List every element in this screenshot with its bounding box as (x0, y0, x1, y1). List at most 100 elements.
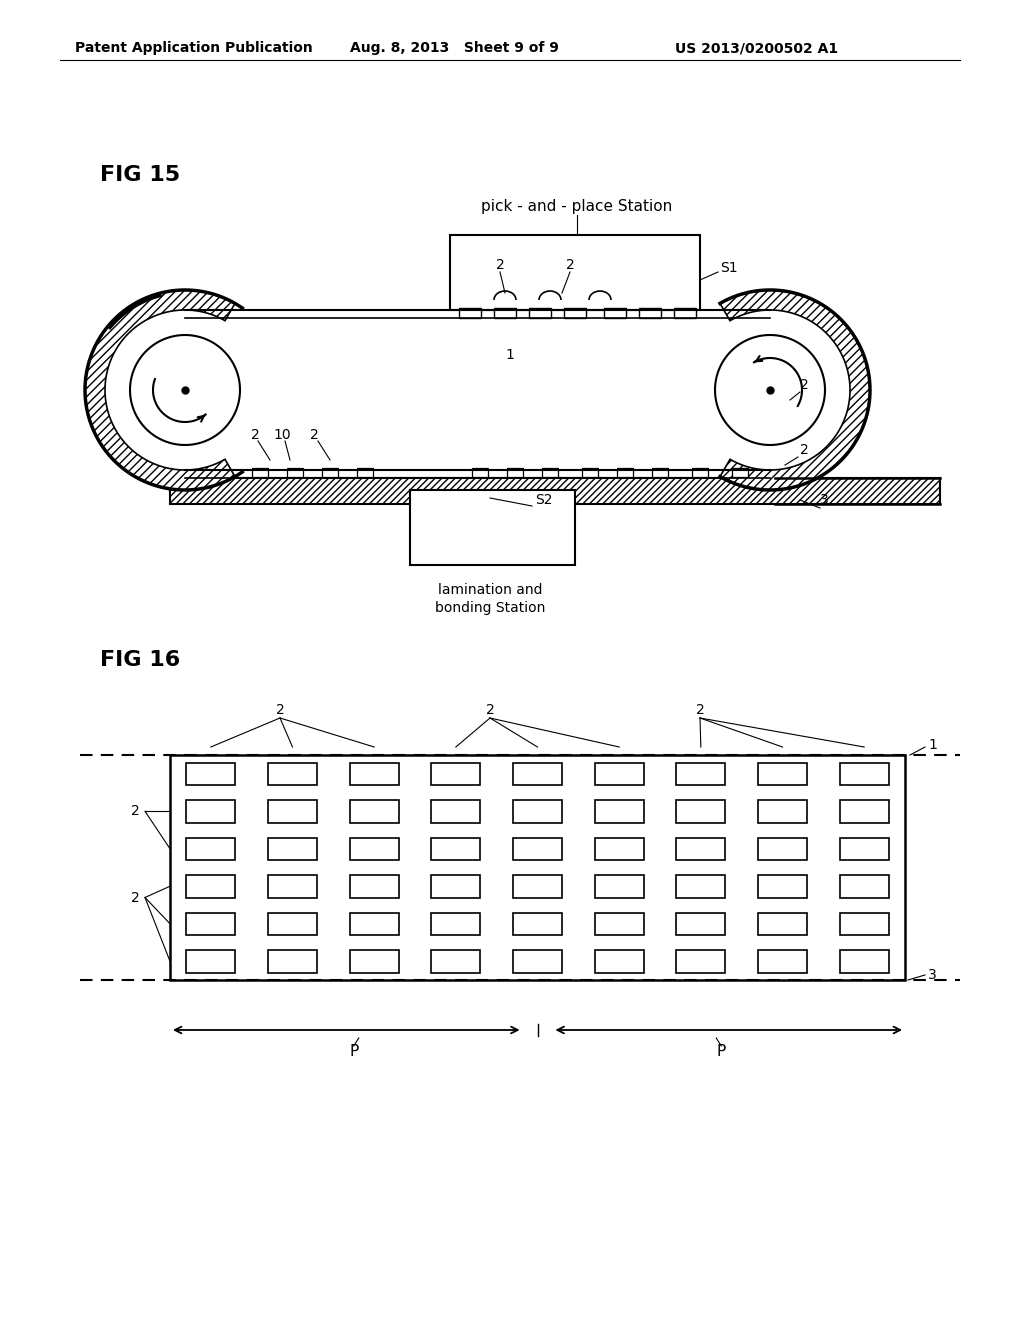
Bar (513, 875, 562, 898)
Bar (639, 308, 662, 318)
Text: 2: 2 (800, 444, 809, 457)
Bar (357, 469, 373, 477)
Text: 1: 1 (928, 738, 937, 752)
Bar (268, 912, 317, 935)
Bar (431, 912, 480, 935)
Text: US 2013/0200502 A1: US 2013/0200502 A1 (675, 41, 838, 55)
Bar (513, 800, 562, 822)
Text: Aug. 8, 2013   Sheet 9 of 9: Aug. 8, 2013 Sheet 9 of 9 (350, 41, 559, 55)
Bar (595, 912, 644, 935)
Text: 1: 1 (506, 348, 514, 362)
Bar (513, 837, 562, 861)
Bar (676, 950, 725, 973)
Bar (758, 763, 807, 785)
Bar (676, 800, 725, 822)
Bar (349, 875, 398, 898)
Bar (431, 837, 480, 861)
Bar (840, 763, 889, 785)
Bar (472, 469, 488, 477)
Text: 2: 2 (251, 428, 259, 442)
Bar (595, 800, 644, 822)
Bar (410, 490, 575, 565)
Text: FIG 15: FIG 15 (100, 165, 180, 185)
Text: P: P (349, 1044, 358, 1060)
Bar (840, 800, 889, 822)
Bar (349, 912, 398, 935)
Bar (268, 800, 317, 822)
Text: 2: 2 (309, 428, 318, 442)
Bar (349, 763, 398, 785)
Text: 10: 10 (273, 428, 291, 442)
Bar (840, 950, 889, 973)
Bar (617, 469, 633, 477)
Bar (170, 478, 940, 504)
Text: S1: S1 (720, 261, 737, 275)
Bar (529, 308, 551, 318)
Text: 3: 3 (820, 492, 828, 507)
Text: 2: 2 (496, 257, 505, 272)
Text: FIG 16: FIG 16 (100, 649, 180, 671)
Bar (186, 837, 236, 861)
Bar (494, 308, 516, 318)
Bar (542, 469, 558, 477)
Bar (186, 763, 236, 785)
Text: S2: S2 (535, 492, 553, 507)
Text: 2: 2 (695, 704, 705, 717)
Text: Patent Application Publication: Patent Application Publication (75, 41, 312, 55)
Bar (758, 912, 807, 935)
Bar (459, 308, 481, 318)
Bar (840, 912, 889, 935)
Text: 2: 2 (275, 704, 285, 717)
Bar (676, 763, 725, 785)
Bar (349, 837, 398, 861)
Bar (840, 875, 889, 898)
Polygon shape (85, 290, 234, 490)
Bar (170, 478, 785, 494)
Text: 2: 2 (565, 257, 574, 272)
Bar (595, 875, 644, 898)
Bar (287, 469, 303, 477)
Text: 3: 3 (928, 968, 937, 982)
Text: bonding Station: bonding Station (435, 601, 545, 615)
Bar (692, 469, 708, 477)
Bar (186, 875, 236, 898)
Bar (268, 837, 317, 861)
Bar (268, 763, 317, 785)
Bar (676, 912, 725, 935)
Bar (349, 800, 398, 822)
Bar (652, 469, 668, 477)
Bar (252, 469, 268, 477)
Bar (676, 837, 725, 861)
Text: pick - and - place Station: pick - and - place Station (481, 199, 673, 214)
Polygon shape (720, 290, 870, 490)
Bar (595, 950, 644, 973)
Bar (431, 950, 480, 973)
Bar (840, 837, 889, 861)
Bar (595, 763, 644, 785)
Bar (186, 950, 236, 973)
Bar (170, 755, 905, 979)
Text: P: P (717, 1044, 726, 1060)
Text: lamination and: lamination and (437, 583, 543, 597)
Bar (186, 912, 236, 935)
Bar (431, 800, 480, 822)
Bar (431, 763, 480, 785)
Bar (507, 469, 523, 477)
Bar (674, 308, 696, 318)
Bar (268, 875, 317, 898)
Bar (431, 875, 480, 898)
Bar (758, 950, 807, 973)
Bar (732, 469, 748, 477)
Bar (758, 800, 807, 822)
Bar (322, 469, 338, 477)
Bar (758, 875, 807, 898)
Bar (604, 308, 626, 318)
Bar (513, 763, 562, 785)
Bar (268, 950, 317, 973)
Text: 2: 2 (485, 704, 495, 717)
Bar (513, 950, 562, 973)
Bar (186, 800, 236, 822)
Bar (450, 235, 700, 310)
Bar (595, 837, 644, 861)
Text: 2: 2 (131, 804, 139, 818)
